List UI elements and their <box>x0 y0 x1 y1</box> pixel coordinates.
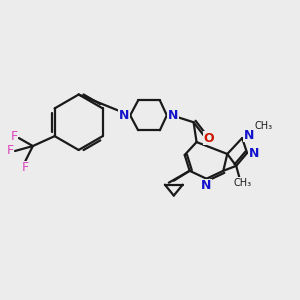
Text: CH₃: CH₃ <box>255 121 273 131</box>
Text: N: N <box>249 148 259 160</box>
Text: F: F <box>11 130 18 142</box>
Text: CH₃: CH₃ <box>233 178 251 188</box>
Text: N: N <box>168 109 178 122</box>
Text: N: N <box>244 129 254 142</box>
Text: N: N <box>201 179 212 192</box>
Text: F: F <box>21 161 28 174</box>
Text: F: F <box>7 145 14 158</box>
Text: O: O <box>203 132 214 145</box>
Text: N: N <box>119 109 129 122</box>
